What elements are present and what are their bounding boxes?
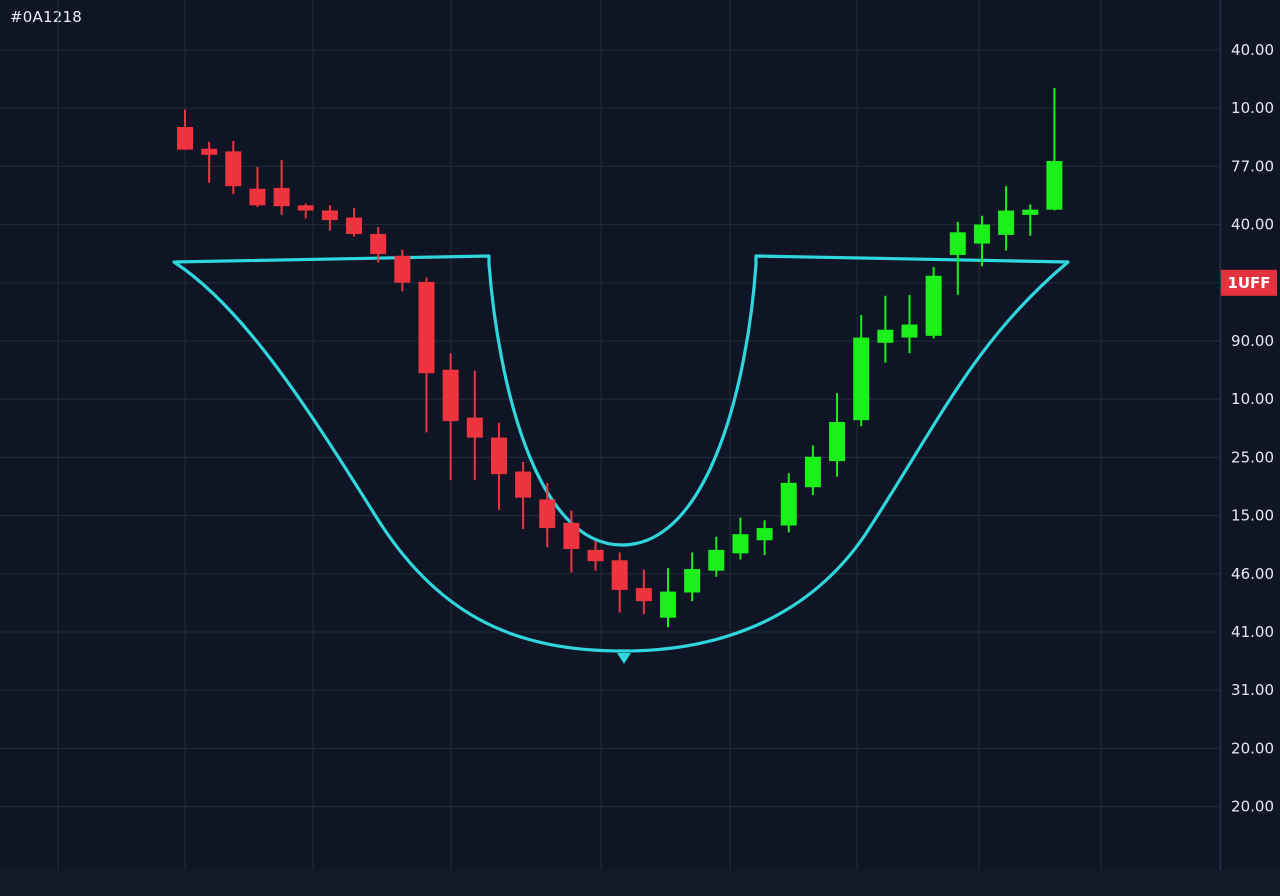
candle-body xyxy=(973,224,990,244)
candle-body xyxy=(853,337,870,421)
y-tick-label: 40.00 xyxy=(1231,216,1274,234)
y-tick-label: 46.00 xyxy=(1231,565,1274,583)
candle xyxy=(539,482,556,548)
candle-body xyxy=(466,417,483,438)
candle-body xyxy=(177,127,193,150)
candle-body xyxy=(732,534,749,554)
candle-body xyxy=(442,369,459,422)
candle-body xyxy=(563,522,580,549)
candle-body xyxy=(539,499,556,529)
candle-body xyxy=(587,549,604,562)
y-tick-label: 10.00 xyxy=(1231,99,1274,117)
price-axis: 40.00 10.00 77.00 40.00 1UFF 90.00 10.00 25.00 1… xyxy=(1221,41,1277,816)
candle xyxy=(611,552,628,613)
candle-body xyxy=(346,217,363,235)
candle-body xyxy=(925,275,942,336)
candle xyxy=(684,552,701,602)
candle xyxy=(225,140,242,195)
candle xyxy=(201,141,218,183)
candle xyxy=(635,569,652,615)
candle xyxy=(442,353,459,481)
candle-body xyxy=(394,255,411,283)
candle xyxy=(998,186,1015,251)
y-tick-label: 77.00 xyxy=(1231,157,1274,175)
candle-body xyxy=(273,187,290,207)
candle-body xyxy=(635,588,652,602)
candle xyxy=(177,109,193,150)
candle-body xyxy=(780,482,797,526)
candle-body xyxy=(1022,209,1039,215)
candle-body xyxy=(249,188,266,206)
candle-body xyxy=(660,591,676,618)
y-tick-label: 40.00 xyxy=(1231,41,1274,59)
candle xyxy=(780,473,797,533)
candle xyxy=(853,314,870,427)
candle-body xyxy=(756,528,773,541)
candle xyxy=(370,227,387,263)
candle-body xyxy=(998,210,1015,235)
y-tick-label: 31.00 xyxy=(1231,681,1274,699)
candle xyxy=(708,536,725,577)
candle xyxy=(418,277,435,433)
candle-body xyxy=(297,205,314,211)
candle xyxy=(804,445,821,496)
candle-body xyxy=(490,437,507,475)
candlestick-series xyxy=(177,87,1063,628)
y-tick-label: 10.00 xyxy=(1231,390,1274,408)
cup-and-handle-outline xyxy=(172,254,1070,653)
candle xyxy=(925,267,942,339)
candle xyxy=(829,393,846,477)
y-tick-label: 20.00 xyxy=(1231,798,1274,816)
candle-body xyxy=(708,549,725,571)
candle xyxy=(346,207,363,237)
price-tag-bg xyxy=(1221,269,1277,296)
candle xyxy=(273,160,290,215)
price-axis-divider xyxy=(1220,0,1221,870)
candle xyxy=(466,370,483,481)
candle-body xyxy=(684,568,701,593)
candle xyxy=(1046,87,1063,211)
candle xyxy=(297,203,314,219)
candle xyxy=(515,461,532,529)
candle-body xyxy=(225,151,242,187)
candle xyxy=(563,510,580,573)
y-tick-label: 15.00 xyxy=(1231,507,1274,525)
candle-body xyxy=(901,324,918,338)
candle xyxy=(321,205,338,231)
y-tick-label: 20.00 xyxy=(1231,739,1274,757)
candle xyxy=(1022,204,1039,236)
candle-body xyxy=(804,456,821,488)
candle-body xyxy=(321,210,338,221)
y-tick-label: 25.00 xyxy=(1231,448,1274,466)
candle xyxy=(249,167,266,208)
candle xyxy=(490,422,507,510)
candle-body xyxy=(949,232,966,255)
candle xyxy=(949,221,966,295)
candle-body xyxy=(877,329,894,343)
candle xyxy=(973,215,990,267)
bottom-bar xyxy=(0,870,1280,896)
current-price-tag: 1UFF xyxy=(1221,269,1277,296)
candle-body xyxy=(611,560,628,590)
candle xyxy=(877,295,894,363)
price-tag-label: 1UFF xyxy=(1227,274,1270,292)
chart-header-label: #0A1218 xyxy=(10,8,82,26)
candle-body xyxy=(370,234,387,255)
candle-body xyxy=(418,281,435,374)
candle-body xyxy=(829,421,846,462)
cup-bottom-marker xyxy=(617,653,631,664)
candle xyxy=(394,249,411,292)
candle-body xyxy=(201,148,218,155)
candle xyxy=(660,568,676,628)
candle xyxy=(756,520,773,556)
candle-body xyxy=(515,471,532,498)
candle xyxy=(732,517,749,560)
candle-body xyxy=(1046,160,1063,210)
candle xyxy=(587,541,604,571)
y-tick-label: 41.00 xyxy=(1231,623,1274,641)
candle xyxy=(901,294,918,354)
y-tick-label: 90.00 xyxy=(1231,332,1274,350)
